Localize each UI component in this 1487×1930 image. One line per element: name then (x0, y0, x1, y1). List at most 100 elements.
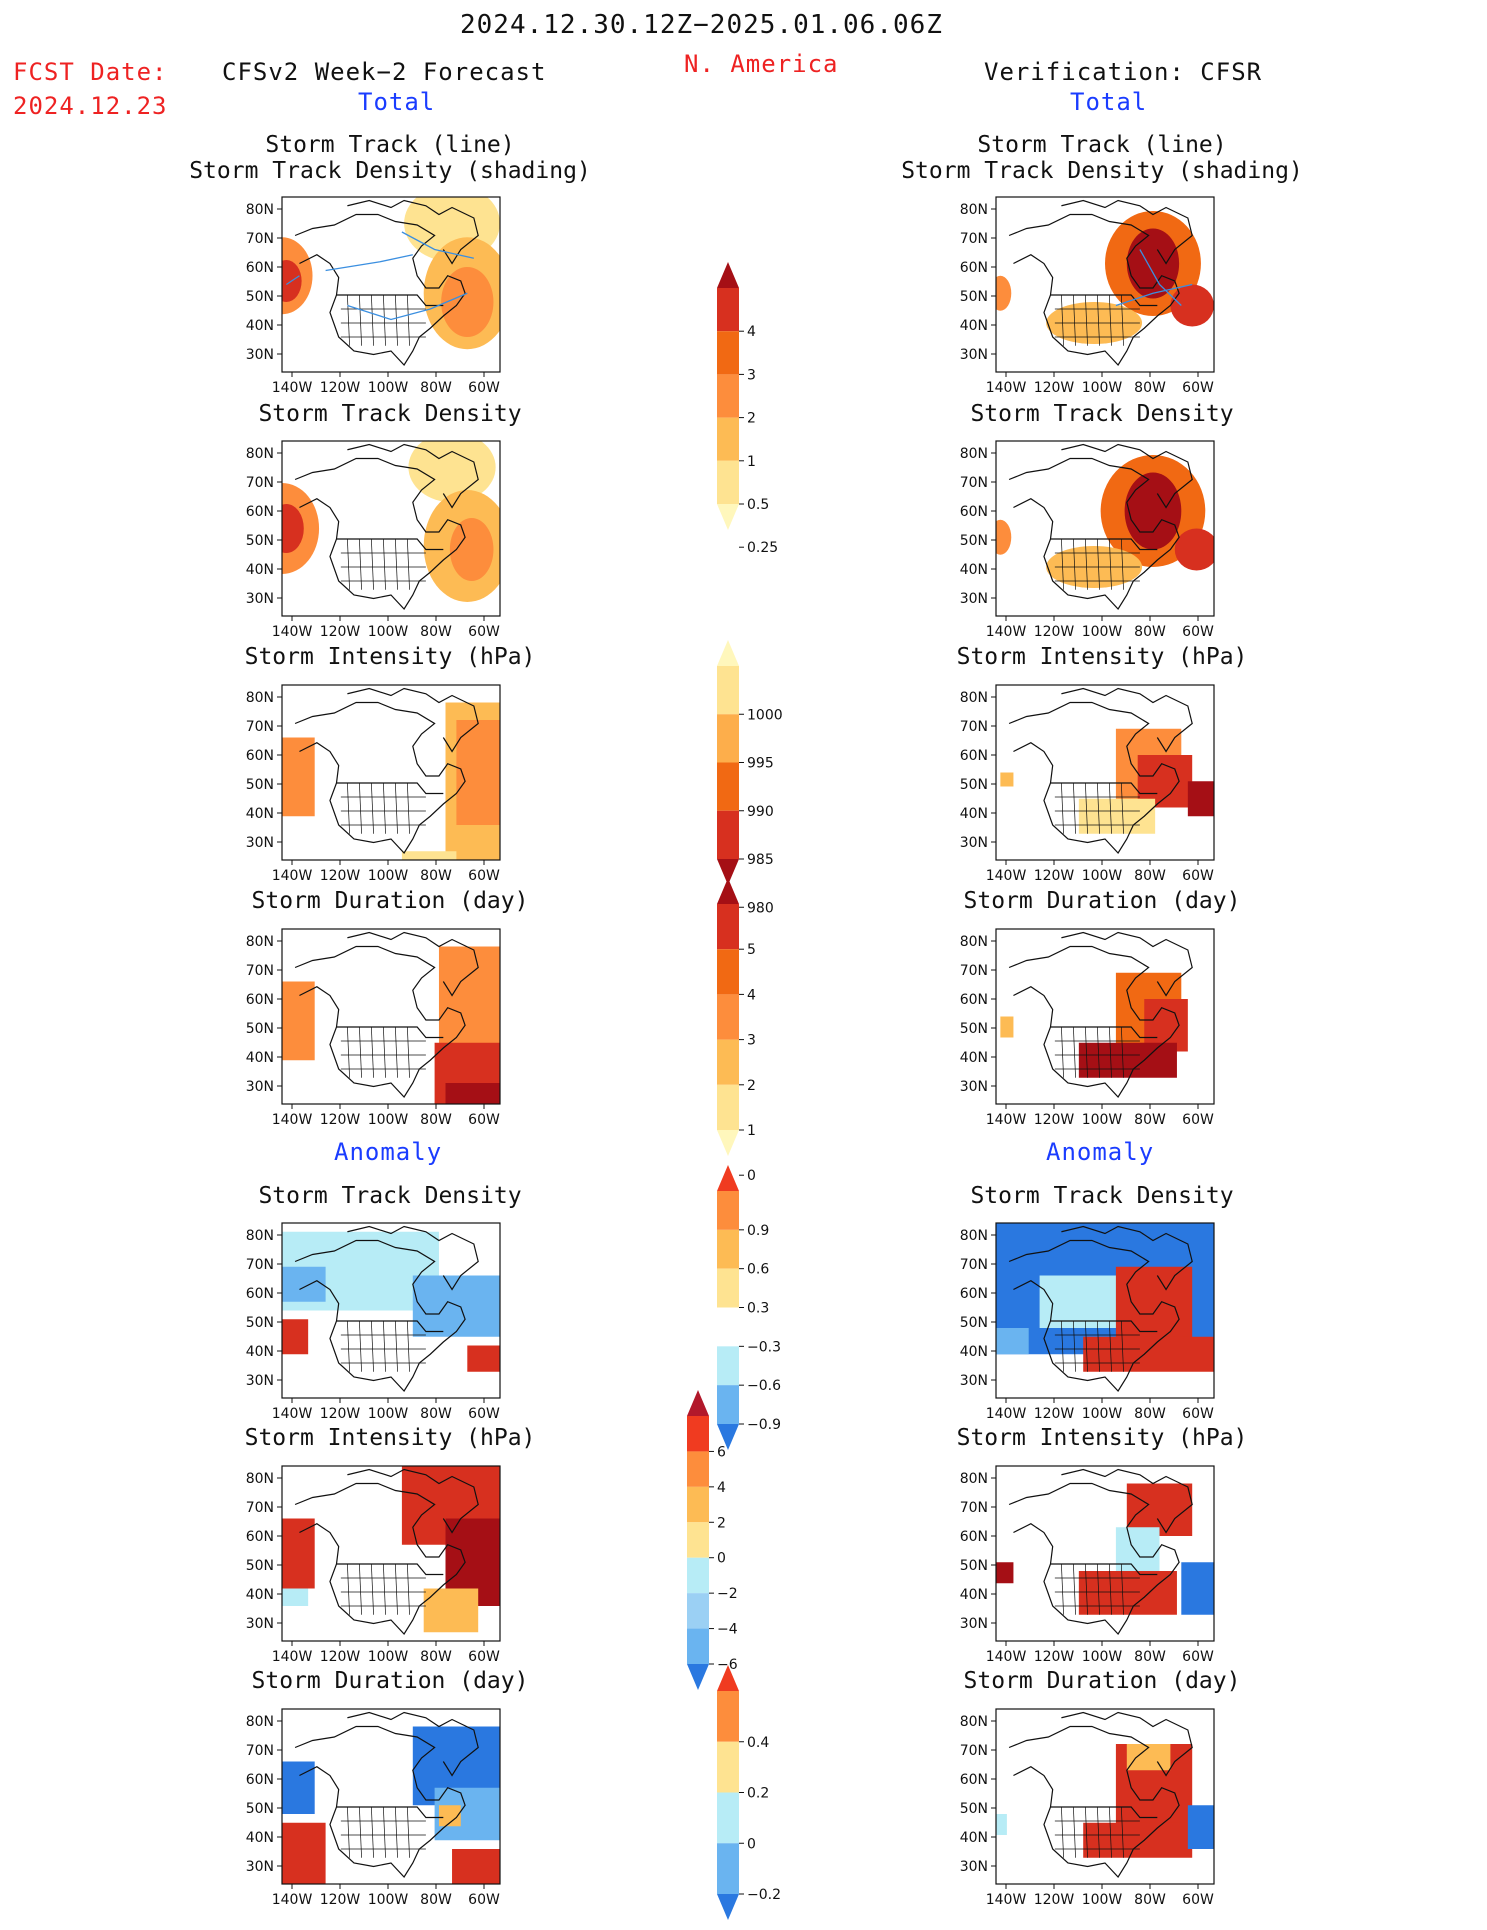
title-intensity-anom-right: Storm Intensity (hPa) (956, 1425, 1248, 1451)
lon-tick-label: 60W (1182, 1406, 1214, 1422)
total-label-right: Total (1070, 88, 1148, 116)
colorbar-bottom-extend (717, 1894, 739, 1920)
lat-tick-label: 30N (246, 591, 274, 607)
colorbar-bottom-extend (717, 504, 739, 530)
colorbar-bottom-extend (717, 859, 739, 885)
us-border (337, 539, 444, 550)
map-frame (995, 1222, 1215, 1399)
colorbar-segment (717, 714, 739, 763)
fcst-date-value: 2024.12.23 (13, 92, 168, 120)
lat-tick-label: 40N (246, 1830, 274, 1846)
lat-tick-label: 70N (246, 231, 274, 247)
shading-region (449, 518, 494, 581)
lat-tick-label: 30N (246, 1373, 274, 1389)
lat-tick-label: 70N (246, 719, 274, 735)
lat-tick-label: 50N (246, 1801, 274, 1817)
lat-tick-label: 60N (246, 260, 274, 276)
lat-tick-label: 60N (960, 1286, 988, 1302)
lon-tick-label: 140W (986, 1406, 1027, 1422)
colorbar-tick-label: 4 (747, 987, 756, 1003)
lat-tick-label: 30N (960, 1079, 988, 1095)
lon-tick-label: 80W (420, 1406, 452, 1422)
lat-tick-label: 50N (246, 777, 274, 793)
lat-tick-label: 70N (960, 475, 988, 491)
arctic-coastline (1061, 1470, 1192, 1533)
lat-tick-label: 50N (960, 1021, 988, 1037)
lon-tick-label: 140W (272, 1649, 313, 1665)
map-frame (995, 1708, 1215, 1885)
lon-tick-label: 120W (320, 380, 361, 396)
colorbar-segment (717, 1385, 739, 1424)
lon-tick-label: 60W (468, 1406, 500, 1422)
colorbar-segment (717, 1268, 739, 1308)
colorbar-top-extend (717, 1165, 739, 1191)
lon-tick-label: 100W (368, 1406, 409, 1422)
shading-region (412, 1275, 500, 1337)
lon-tick-label: 80W (420, 380, 452, 396)
lat-tick-label: 30N (246, 1079, 274, 1095)
colorbar-tick-label: 2 (747, 1078, 756, 1094)
lon-tick-label: 140W (272, 868, 313, 884)
storm-track-line (402, 232, 474, 258)
map-panel-dens-forecast: 80N 70N 60N 50N 40N 30N 140W 120W 100W 80W 60W (246, 440, 501, 640)
shading-region (467, 1345, 500, 1372)
lon-tick-label: 60W (468, 624, 500, 640)
shading-region (282, 1266, 326, 1302)
lat-tick-label: 40N (246, 562, 274, 578)
lat-tick-label: 80N (960, 1471, 988, 1487)
lat-tick-label: 60N (960, 260, 988, 276)
colorbar-tick-label: −0.9 (747, 1417, 781, 1433)
lat-tick-label: 40N (960, 318, 988, 334)
coastline (295, 459, 465, 610)
map-panel-int-verification: 80N 70N 60N 50N 40N 30N 140W 120W 100W 80W 60W (960, 684, 1215, 884)
us-border (337, 1807, 444, 1818)
coastline (1009, 1484, 1179, 1635)
map-frame (995, 1465, 1215, 1642)
us-border (1051, 1321, 1158, 1332)
lon-tick-label: 100W (368, 1649, 409, 1665)
lon-tick-label: 120W (320, 624, 361, 640)
shading-region (452, 1849, 500, 1884)
lat-tick-label: 50N (960, 777, 988, 793)
colorbar-tick-label: 3 (747, 367, 756, 383)
colorbar-segment (717, 1843, 739, 1894)
coastline (1009, 1727, 1179, 1878)
title-intensity-right: Storm Intensity (hPa) (956, 644, 1248, 670)
lat-tick-label: 60N (960, 1529, 988, 1545)
colorbar-tick-label: −0.6 (747, 1378, 781, 1394)
us-border (1051, 1027, 1158, 1038)
coastline (295, 215, 465, 366)
arctic-coastline (1061, 1227, 1192, 1290)
lon-tick-label: 60W (1182, 380, 1214, 396)
lat-tick-label: 50N (246, 289, 274, 305)
lon-tick-label: 120W (1034, 1112, 1075, 1128)
lat-tick-label: 40N (960, 806, 988, 822)
anomaly-label-right: Anomaly (1046, 1138, 1155, 1166)
map-frame (281, 684, 501, 861)
coastline (1009, 459, 1179, 610)
shading-region (1124, 472, 1182, 550)
lon-tick-label: 120W (1034, 624, 1075, 640)
title-duration-anom-right: Storm Duration (day) (963, 1668, 1241, 1694)
coastline (295, 703, 465, 854)
title-duration-right: Storm Duration (day) (963, 888, 1241, 914)
storm-track-line (347, 293, 467, 319)
shading-region (1126, 228, 1180, 299)
lon-tick-label: 80W (420, 1649, 452, 1665)
lon-tick-label: 120W (320, 1892, 361, 1908)
us-border (337, 1321, 444, 1332)
lat-tick-label: 80N (960, 202, 988, 218)
coastline (1009, 1241, 1179, 1392)
map-panel-track-forecast: 80N 70N 60N 50N 40N 30N 140W 120W 100W 80W 60W (246, 196, 501, 396)
title-track-line-left: Storm Track (line) (265, 132, 515, 158)
lon-tick-label: 140W (986, 380, 1027, 396)
lon-tick-label: 140W (272, 1406, 313, 1422)
lon-tick-label: 100W (1082, 380, 1123, 396)
lon-tick-label: 120W (320, 1649, 361, 1665)
colorbar-tick-label: 0.4 (747, 1735, 769, 1751)
lon-tick-label: 80W (1134, 1892, 1166, 1908)
lat-tick-label: 50N (960, 1558, 988, 1574)
shading-region (1000, 1016, 1014, 1038)
map-panel-adens-forecast: 80N 70N 60N 50N 40N 30N 140W 120W 100W 80W 60W (246, 1222, 501, 1422)
colorbar-tick-label: −0.3 (747, 1339, 781, 1355)
